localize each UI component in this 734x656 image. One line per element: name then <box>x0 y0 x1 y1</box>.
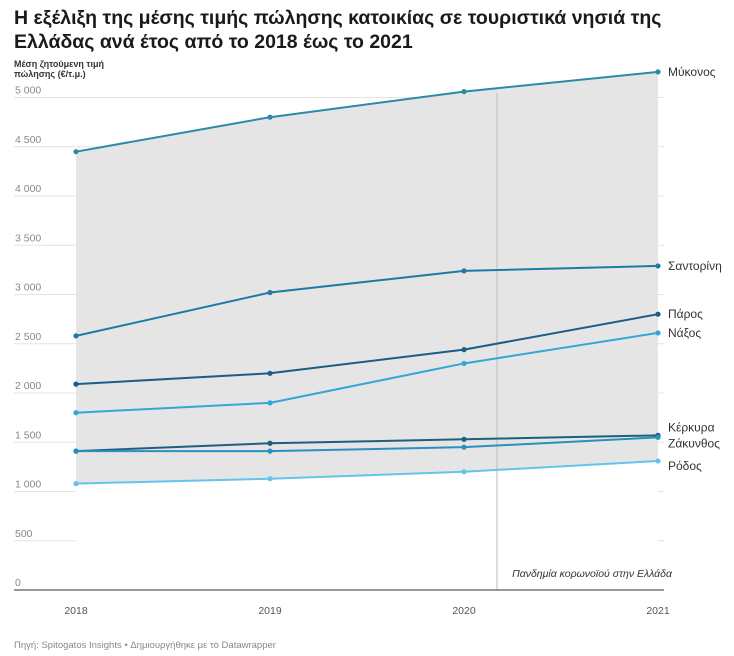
series-line <box>76 436 659 453</box>
data-point <box>267 370 273 376</box>
axes: 0 500 1 000 1 500 2 000 2 500 3 000 3 500 4 000 4… <box>14 85 670 617</box>
data-point <box>267 114 273 120</box>
y-tick-label: 4 500 <box>15 134 41 146</box>
series-label: Ζάκυνθος <box>668 436 720 450</box>
series <box>73 69 661 487</box>
chart-title: Η εξέλιξη της μέσης τιμής πώλησης κατοικ… <box>14 7 662 53</box>
x-tick-label: 2021 <box>646 605 670 617</box>
series-label: Νάξος <box>668 326 701 340</box>
series-line <box>75 264 659 337</box>
range-band-mask <box>76 460 658 590</box>
data-point <box>73 448 79 454</box>
x-tick-label: 2019 <box>258 605 282 617</box>
series-line <box>75 70 659 153</box>
y-tick-label: 1 500 <box>15 429 41 441</box>
series-labels: Μύκονος Σαντορίνη Πάρος Νάξος Κέρκυρα Ζάκυνθο… <box>668 65 722 473</box>
data-point <box>461 88 467 95</box>
series-label: Σαντορίνη <box>668 259 722 273</box>
data-point <box>655 434 661 440</box>
data-point <box>73 333 79 339</box>
data-point <box>655 311 661 317</box>
line-chart: Πανδημία κορωνοϊού στην Ελλάδα 0 500 1 000… <box>14 65 722 617</box>
data-point <box>267 400 273 406</box>
series-line <box>75 331 659 414</box>
data-point <box>267 440 273 446</box>
data-point <box>461 347 467 353</box>
data-point <box>655 263 661 269</box>
series-label: Μύκονος <box>668 65 716 79</box>
data-point <box>655 458 661 464</box>
data-point <box>461 268 467 274</box>
y-tick-label: 0 <box>15 577 21 589</box>
series-label: Πάρος <box>668 307 703 321</box>
source-note: Πηγή: Spitogatos Insights • Δημιουργήθηκ… <box>14 640 276 651</box>
series-label: Ρόδος <box>668 459 702 473</box>
data-point <box>267 289 273 296</box>
data-point <box>73 410 79 416</box>
y-tick-label: 2 000 <box>15 380 41 392</box>
series-line <box>75 313 659 386</box>
pandemic-annotation: Πανδημία κορωνοϊού στην Ελλάδα <box>512 568 673 580</box>
y-tick-label: 3 000 <box>15 282 41 294</box>
data-point <box>267 448 273 454</box>
data-point <box>267 476 273 482</box>
data-point <box>461 444 467 450</box>
series-line <box>75 459 659 485</box>
series-label: Κέρκυρα <box>668 420 715 434</box>
data-point <box>461 436 467 442</box>
y-tick-label: 3 500 <box>15 232 41 244</box>
data-point <box>461 469 467 475</box>
y-axis-label: Μέση ζητούμενη τιμή πώλησης (€/τ.μ.) <box>14 59 104 79</box>
y-tick-label: 2 500 <box>15 331 41 343</box>
data-point <box>655 69 661 75</box>
annotation: Πανδημία κορωνοϊού στην Ελλάδα <box>496 92 673 590</box>
x-tick-label: 2018 <box>64 605 88 617</box>
y-tick-label: 500 <box>15 528 33 540</box>
data-point <box>73 381 79 387</box>
data-point <box>655 330 661 336</box>
y-tick-label: 4 000 <box>15 183 41 195</box>
series-line <box>75 434 659 453</box>
x-tick-label: 2020 <box>452 605 476 617</box>
y-tick-label: 5 000 <box>15 85 41 97</box>
data-point <box>73 481 79 487</box>
data-point <box>73 149 79 155</box>
range-shading <box>76 71 658 590</box>
y-tick-label: 1 000 <box>15 479 41 491</box>
range-band <box>76 71 658 484</box>
data-point <box>461 360 467 367</box>
